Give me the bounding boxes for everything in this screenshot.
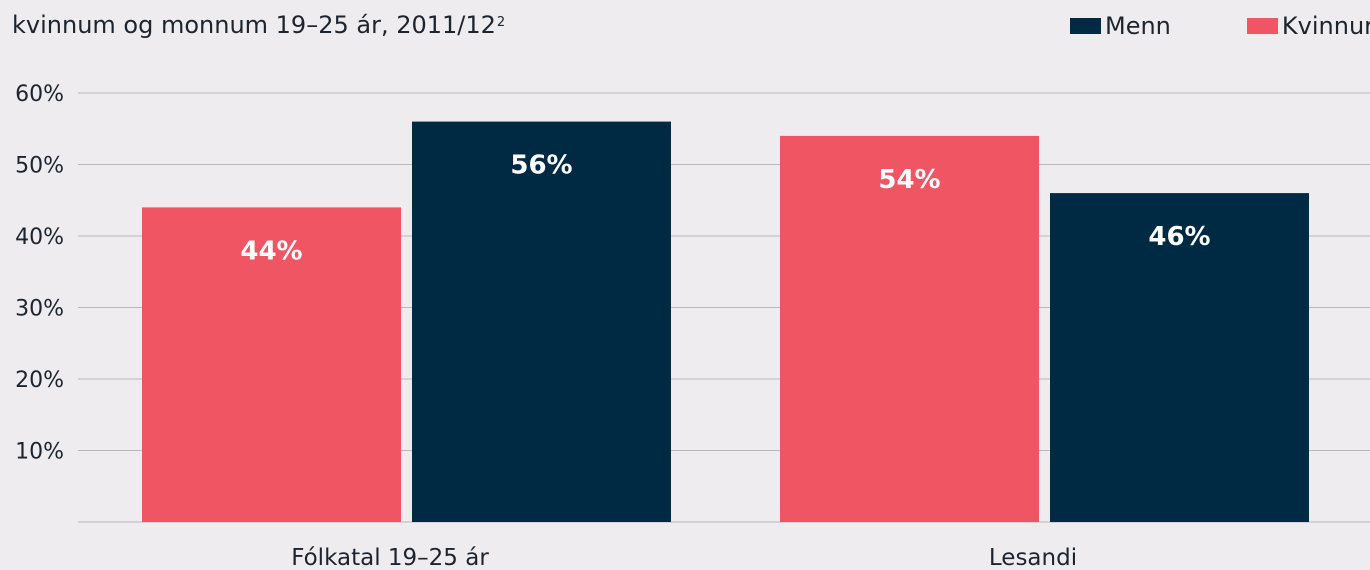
bar-kvinnur-1 — [780, 135, 1039, 522]
bar-label-menn-1: 46% — [1148, 222, 1210, 252]
bar-menn-1 — [1050, 193, 1309, 522]
bar-label-kvinnur-0: 44% — [240, 236, 302, 266]
chart-title-text: kvinnum og monnum 19–25 ár, 2011/12 — [12, 11, 496, 39]
legend-item-kvinnur: Kvinnur — [1246, 11, 1370, 41]
legend: Menn Kvinnur — [1070, 11, 1370, 41]
y-tick-label-30: 30% — [15, 297, 64, 322]
y-tick-label-40: 40% — [15, 225, 64, 250]
bar-menn-0 — [412, 121, 671, 522]
chart-title: kvinnum og monnum 19–25 ár, 2011/122 — [12, 10, 505, 40]
chart-title-superscript: 2 — [496, 15, 506, 30]
y-tick-label-50: 50% — [15, 154, 64, 179]
legend-swatch-kvinnur — [1246, 18, 1278, 34]
category-label-1: Lesandi — [989, 545, 1077, 570]
legend-label-kvinnur: Kvinnur — [1281, 12, 1370, 40]
y-tick-label-10: 10% — [15, 440, 64, 465]
y-tick-label-60: 60% — [15, 82, 64, 107]
legend-label-menn: Menn — [1105, 12, 1171, 40]
y-tick-label-20: 20% — [15, 368, 64, 393]
legend-item-menn: Menn — [1070, 11, 1171, 41]
bar-kvinnur-0 — [142, 207, 401, 522]
legend-swatch-menn — [1070, 18, 1101, 34]
bar-label-menn-0: 56% — [510, 151, 572, 181]
category-label-0: Fólkatal 19–25 ár — [291, 545, 489, 570]
bar-label-kvinnur-1: 54% — [878, 165, 940, 195]
